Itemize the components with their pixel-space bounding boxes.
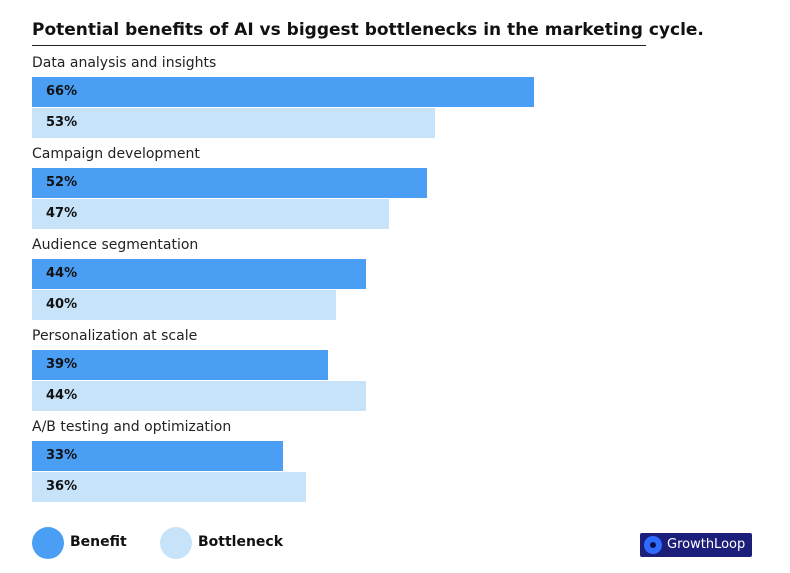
bar-benefit: [32, 441, 283, 471]
bar-benefit: [32, 168, 427, 198]
growthloop-logo: GrowthLoop: [640, 533, 752, 557]
category-label: Campaign development: [32, 146, 200, 162]
bar-benefit: [32, 259, 366, 289]
bar-benefit: [32, 350, 328, 380]
bar-value-label: 33%: [46, 448, 78, 463]
chart-title: Potential benefits of AI vs biggest bott…: [32, 20, 704, 40]
legend-swatch-benefit: [32, 527, 64, 559]
bar-value-label: 53%: [46, 115, 78, 130]
bar-value-label: 47%: [46, 206, 78, 221]
bar-bottleneck: [32, 290, 336, 320]
bar-value-label: 44%: [46, 266, 78, 281]
bar-bottleneck: [32, 472, 306, 502]
bar-bottleneck: [32, 108, 435, 138]
bar-value-label: 40%: [46, 297, 78, 312]
bar-bottleneck: [32, 381, 366, 411]
legend-label-bottleneck: Bottleneck: [198, 534, 284, 550]
logo-text: GrowthLoop: [667, 537, 746, 552]
logo-circle-icon: [644, 536, 662, 554]
category-label: Data analysis and insights: [32, 55, 217, 71]
bar-value-label: 44%: [46, 388, 78, 403]
bar-value-label: 39%: [46, 357, 78, 372]
title-underline: [32, 45, 646, 46]
bar-value-label: 36%: [46, 479, 78, 494]
bar-benefit: [32, 77, 534, 107]
bar-value-label: 52%: [46, 175, 78, 190]
bar-bottleneck: [32, 199, 389, 229]
category-label: Personalization at scale: [32, 328, 198, 344]
category-label: Audience segmentation: [32, 237, 199, 253]
bar-value-label: 66%: [46, 84, 78, 99]
legend-label-benefit: Benefit: [70, 534, 127, 550]
legend-swatch-bottleneck: [160, 527, 192, 559]
category-label: A/B testing and optimization: [32, 419, 232, 435]
